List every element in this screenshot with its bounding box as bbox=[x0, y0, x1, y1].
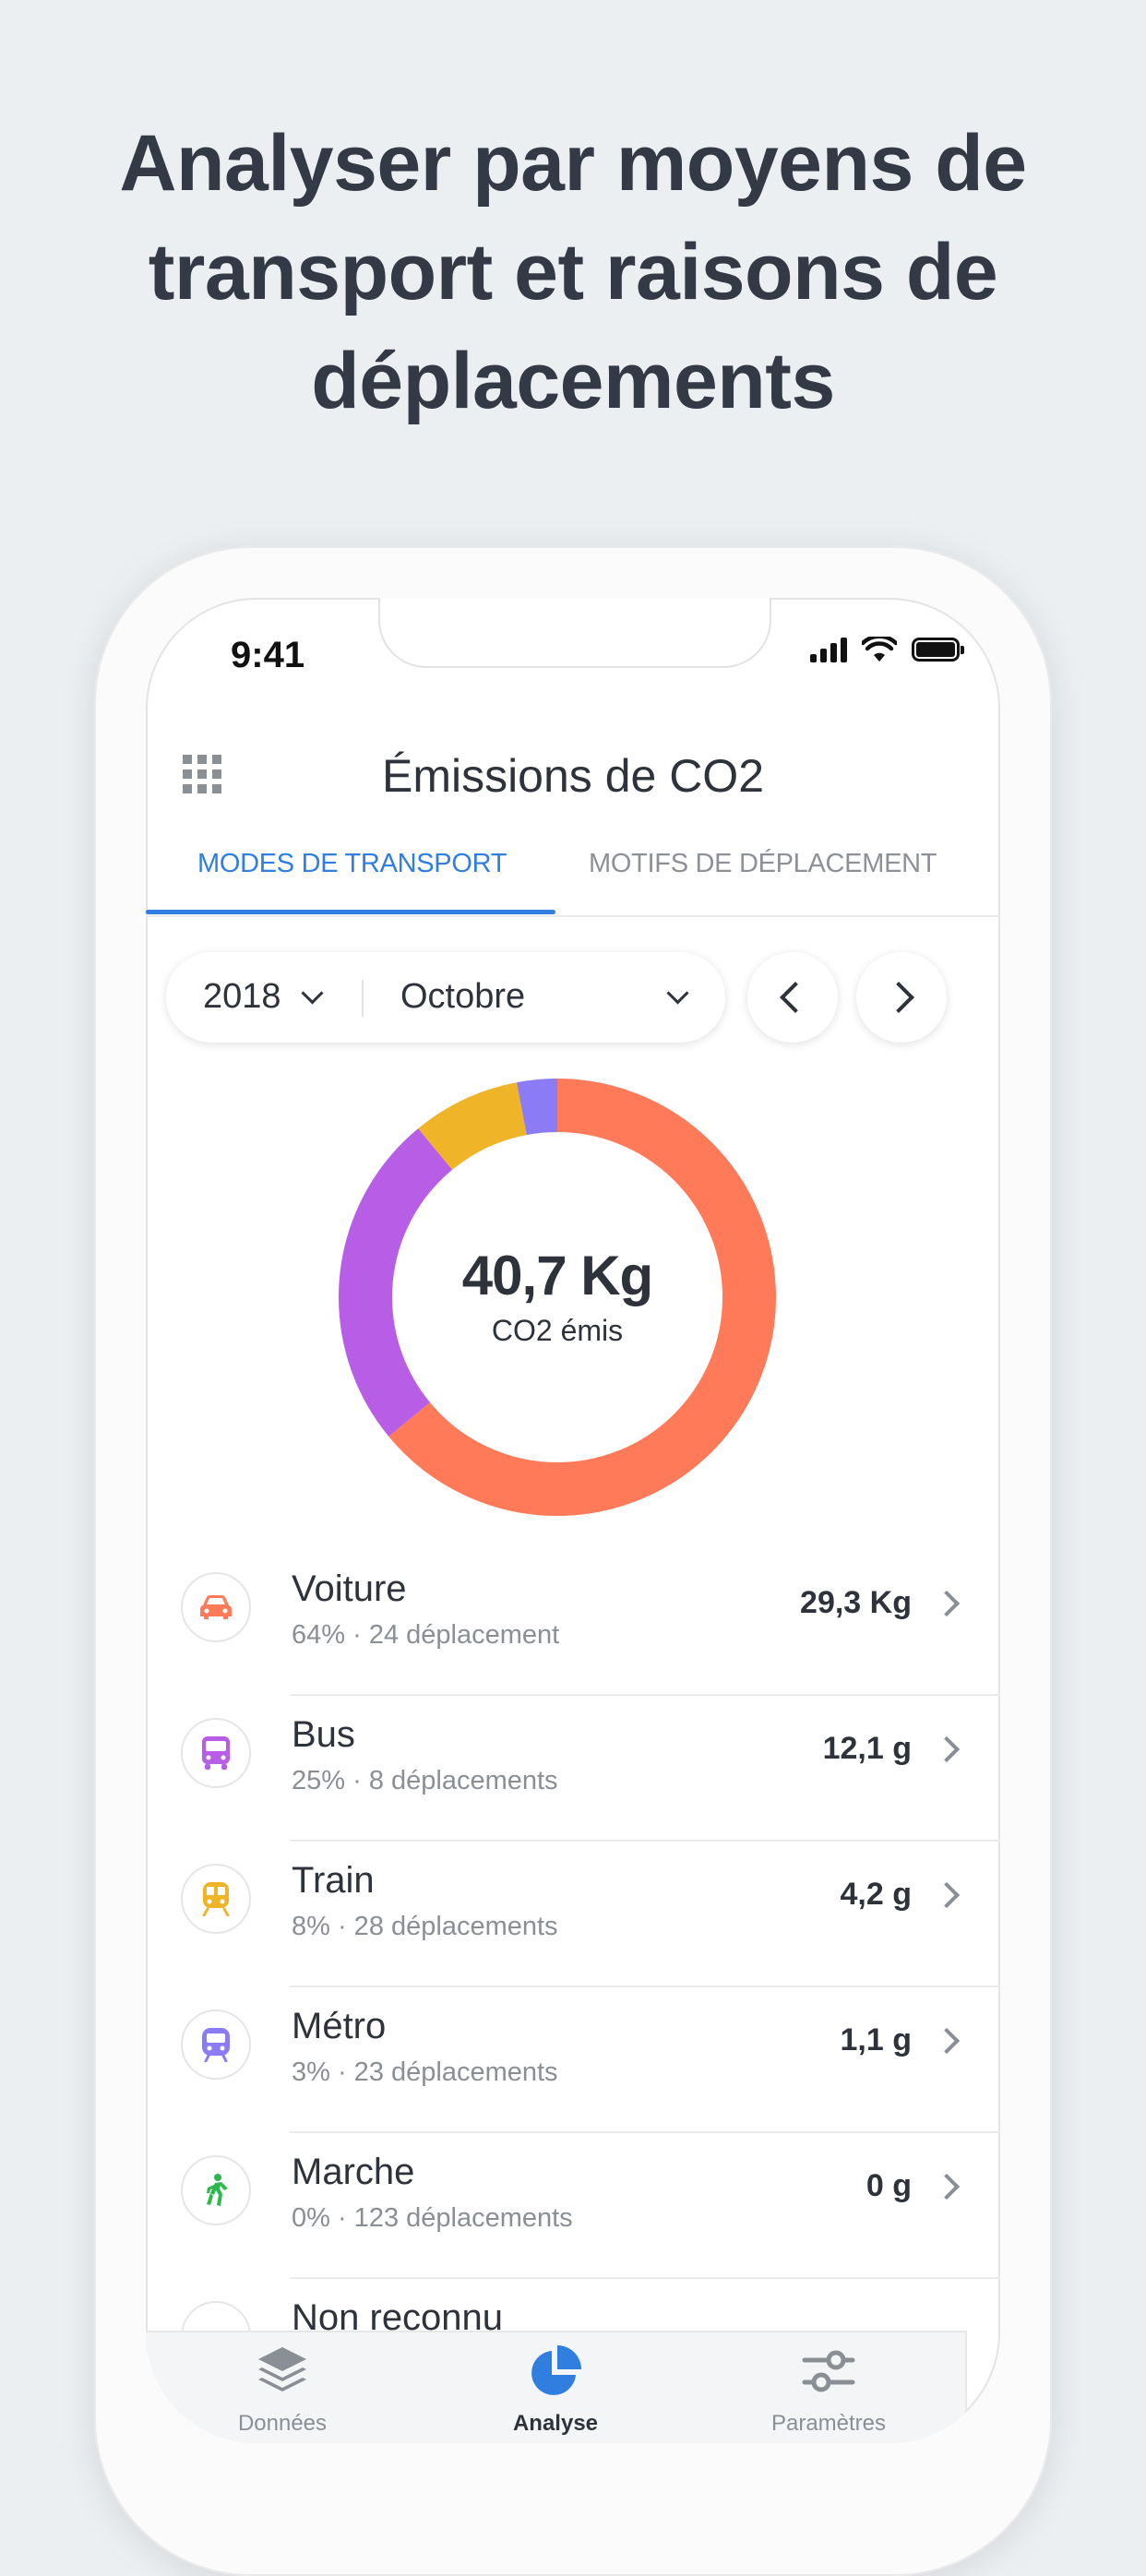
mode-emission: 0 g bbox=[865, 2168, 912, 2203]
chevron-right-icon bbox=[933, 1881, 961, 1909]
transport-mode-list: Voiture 64% · 24 déplacement 29,3 Kg Bus… bbox=[146, 1550, 1000, 2425]
total-emissions-label: CO2 émis bbox=[491, 1314, 624, 1347]
tab-motifs-de-deplacement[interactable]: MOTIFS DE DÉPLACEMENT bbox=[589, 849, 937, 878]
signal-icon bbox=[810, 637, 847, 662]
grid-icon[interactable] bbox=[183, 755, 221, 793]
previous-month-button[interactable] bbox=[747, 952, 838, 1043]
mode-name: Voiture bbox=[292, 1568, 407, 1609]
date-filter-row: 2018 Octobre bbox=[166, 952, 987, 1044]
chevron-right-icon bbox=[883, 982, 914, 1013]
year-select[interactable]: 2018 bbox=[203, 977, 281, 1016]
headline: Analyser par moyens de transport et rais… bbox=[119, 119, 1027, 425]
chevron-right-icon bbox=[933, 2027, 961, 2055]
mode-emission: 1,1 g bbox=[840, 2022, 912, 2057]
month-select[interactable]: Octobre bbox=[400, 977, 526, 1016]
chevron-left-icon bbox=[780, 982, 811, 1013]
mode-detail: 8% · 28 déplacements bbox=[292, 1912, 558, 1941]
divider bbox=[290, 2277, 1000, 2279]
mode-emission: 29,3 Kg bbox=[800, 1585, 912, 1620]
mode-emission: 12,1 g bbox=[822, 1731, 912, 1766]
chevron-down-icon[interactable] bbox=[666, 982, 689, 1005]
sliders-icon bbox=[802, 2350, 855, 2392]
divider bbox=[290, 1694, 1000, 1696]
battery-icon bbox=[912, 638, 964, 662]
total-emissions: 40,7 Kg bbox=[461, 1245, 653, 1306]
notch bbox=[378, 598, 771, 668]
tab-bar: MODES DE TRANSPORT MOTIFS DE DÉPLACEMENT bbox=[146, 840, 1000, 917]
divider bbox=[362, 980, 364, 1017]
donut-segment-bus bbox=[339, 1079, 776, 1516]
divider bbox=[290, 1986, 1000, 1987]
page-title: Émissions de CO2 bbox=[381, 750, 765, 802]
chevron-right-icon bbox=[933, 2173, 961, 2200]
donut-svg bbox=[339, 1079, 776, 1516]
mode-name: Train bbox=[292, 1860, 375, 1901]
car-icon bbox=[181, 1572, 251, 1642]
phone-screen: 9:41 Émissions de CO2 MODES DE TRANSPORT… bbox=[146, 598, 1000, 2443]
list-item-train[interactable]: Train 8% · 28 déplacements 4,2 g bbox=[146, 1842, 1000, 1987]
train-icon bbox=[181, 1864, 251, 1934]
divider bbox=[290, 2131, 1000, 2133]
mode-name: Bus bbox=[292, 1714, 355, 1755]
next-month-button[interactable] bbox=[856, 952, 947, 1043]
nav-analyse[interactable]: Analyse bbox=[463, 2342, 648, 2437]
pie-chart-icon bbox=[531, 2345, 581, 2395]
status-time: 9:41 bbox=[231, 635, 305, 675]
layers-icon bbox=[258, 2347, 306, 2391]
list-item-marche[interactable]: Marche 0% · 123 déplacements 0 g bbox=[146, 2133, 1000, 2279]
status-icons bbox=[810, 637, 964, 662]
list-item-bus[interactable]: Bus 25% · 8 déplacements 12,1 g bbox=[146, 1696, 1000, 1842]
donut-segment-métro bbox=[339, 1079, 776, 1516]
bus-icon bbox=[181, 1718, 251, 1788]
nav-label: Paramètres bbox=[770, 2411, 887, 2436]
mode-detail: 3% · 23 déplacements bbox=[292, 2057, 558, 2087]
tab-modes-de-transport[interactable]: MODES DE TRANSPORT bbox=[197, 849, 507, 878]
date-selector: 2018 Octobre bbox=[166, 952, 725, 1043]
emissions-donut-chart: 40,7 Kg CO2 émis bbox=[336, 1076, 779, 1519]
mode-detail: 0% · 123 déplacements bbox=[292, 2203, 573, 2233]
chevron-right-icon bbox=[933, 1735, 961, 1763]
list-item-metro[interactable]: Métro 3% · 23 déplacements 1,1 g bbox=[146, 1987, 1000, 2133]
active-tab-indicator bbox=[146, 910, 555, 914]
nav-parametres[interactable]: Paramètres bbox=[736, 2342, 921, 2437]
metro-icon bbox=[181, 2010, 251, 2080]
mode-emission: 4,2 g bbox=[840, 1877, 912, 1912]
wifi-icon bbox=[862, 637, 897, 662]
app-header: Émissions de CO2 bbox=[146, 716, 1000, 827]
mode-name: Marche bbox=[292, 2152, 415, 2192]
chevron-down-icon[interactable] bbox=[301, 982, 324, 1005]
nav-donnees[interactable]: Données bbox=[190, 2342, 375, 2437]
chevron-right-icon bbox=[933, 1590, 961, 1617]
walk-icon bbox=[181, 2155, 251, 2225]
mode-detail: 25% · 8 déplacements bbox=[292, 1766, 558, 1795]
list-item-voiture[interactable]: Voiture 64% · 24 déplacement 29,3 Kg bbox=[146, 1550, 1000, 1696]
bottom-nav: Données Analyse Paramètres bbox=[146, 2331, 967, 2443]
divider bbox=[290, 1840, 1000, 1842]
mode-name: Métro bbox=[292, 2006, 387, 2046]
mode-detail: 64% · 24 déplacement bbox=[292, 1620, 560, 1650]
nav-label: Analyse bbox=[512, 2411, 599, 2436]
nav-label: Données bbox=[237, 2411, 328, 2436]
